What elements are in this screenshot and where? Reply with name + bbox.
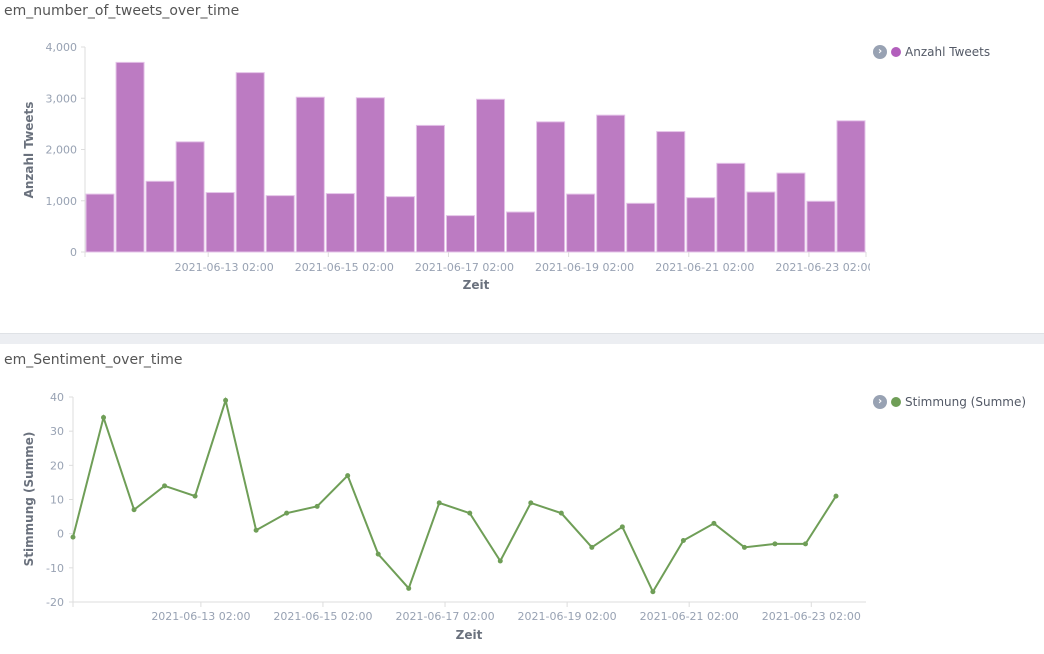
legend-toggle-icon[interactable]: › bbox=[873, 395, 887, 409]
x-axis-title: Zeit bbox=[456, 628, 483, 642]
panel-divider bbox=[0, 333, 1044, 344]
data-point bbox=[589, 544, 595, 550]
x-tick-label: 2021-06-21 02:00 bbox=[655, 261, 754, 274]
legend-color-dot bbox=[891, 47, 901, 57]
bar bbox=[325, 193, 355, 253]
legend-color-dot bbox=[891, 397, 901, 407]
bar bbox=[385, 196, 415, 253]
bar bbox=[746, 191, 776, 253]
data-point bbox=[741, 544, 747, 550]
y-tick-label: 0 bbox=[70, 246, 77, 259]
data-point bbox=[314, 503, 320, 509]
y-tick-label: 0 bbox=[57, 528, 64, 541]
data-point bbox=[101, 415, 107, 420]
sentiment-line-chart: -20 -10 0 10 20 30 40 2021-06-13 02:00 2021-06-1… bbox=[22, 391, 866, 642]
bar bbox=[205, 192, 235, 253]
bar bbox=[536, 121, 566, 253]
bar bbox=[506, 211, 536, 253]
y-tick-label: 40 bbox=[50, 391, 64, 404]
bar bbox=[686, 197, 716, 253]
tweets-bar-chart: 0 1,000 2,000 3,000 4,000 2021-06-13 02:00 202… bbox=[22, 41, 870, 292]
data-point bbox=[467, 510, 473, 516]
data-point bbox=[680, 538, 686, 543]
y-tick-label: 20 bbox=[50, 459, 64, 472]
bar bbox=[265, 195, 295, 253]
bar bbox=[806, 200, 836, 253]
data-point bbox=[131, 507, 137, 513]
bar bbox=[175, 141, 205, 253]
data-point bbox=[833, 493, 839, 499]
data-point bbox=[345, 473, 351, 479]
data-point bbox=[802, 541, 808, 547]
data-point bbox=[375, 551, 381, 557]
x-tick-label: 2021-06-15 02:00 bbox=[273, 610, 372, 623]
bar bbox=[85, 193, 115, 253]
bar bbox=[145, 180, 175, 253]
x-tick-label: 2021-06-23 02:00 bbox=[775, 261, 870, 274]
line-chart-title: em_Sentiment_over_time bbox=[4, 352, 183, 368]
data-point bbox=[528, 500, 534, 506]
sentiment-line bbox=[72, 396, 837, 594]
y-tick-label: -20 bbox=[46, 596, 64, 609]
x-tick-label: 2021-06-19 02:00 bbox=[535, 261, 634, 274]
bar bbox=[115, 61, 145, 253]
data-point bbox=[436, 500, 442, 506]
data-point bbox=[711, 520, 717, 526]
y-tick-label: 4,000 bbox=[46, 41, 78, 54]
bar bbox=[415, 124, 445, 253]
x-tick-label: 2021-06-21 02:00 bbox=[640, 610, 739, 623]
legend-label[interactable]: Stimmung (Summe) bbox=[905, 395, 1027, 409]
bar bbox=[566, 193, 596, 253]
y-tick-label: 10 bbox=[50, 494, 64, 507]
data-point bbox=[650, 589, 656, 595]
bar-legend[interactable]: › Anzahl Tweets bbox=[873, 45, 990, 59]
x-tick-label: 2021-06-19 02:00 bbox=[518, 610, 617, 623]
bar bbox=[596, 114, 626, 253]
y-axis-title: Stimmung (Summe) bbox=[22, 432, 36, 567]
bar bbox=[445, 215, 476, 253]
y-tick-label: 30 bbox=[50, 425, 64, 438]
data-point bbox=[619, 524, 625, 530]
x-tick-label: 2021-06-15 02:00 bbox=[295, 261, 394, 274]
bar-chart-title: em_number_of_tweets_over_time bbox=[4, 3, 240, 19]
data-point bbox=[497, 558, 503, 564]
y-tick-label: 2,000 bbox=[46, 144, 78, 157]
data-point bbox=[192, 493, 198, 499]
y-axis-title: Anzahl Tweets bbox=[22, 102, 36, 199]
bar bbox=[355, 97, 385, 253]
data-point bbox=[253, 527, 259, 533]
data-point bbox=[223, 397, 229, 403]
x-tick-label: 2021-06-17 02:00 bbox=[415, 261, 514, 274]
x-tick-label: 2021-06-13 02:00 bbox=[151, 610, 250, 623]
legend-toggle-icon[interactable]: › bbox=[873, 45, 887, 59]
bar bbox=[776, 172, 806, 253]
bar bbox=[476, 98, 506, 253]
bar bbox=[836, 120, 866, 253]
legend-label[interactable]: Anzahl Tweets bbox=[905, 45, 991, 59]
x-tick-label: 2021-06-23 02:00 bbox=[762, 610, 861, 623]
y-tick-label: -10 bbox=[46, 562, 64, 575]
bar bbox=[295, 96, 325, 253]
bar bbox=[716, 162, 746, 253]
x-tick-label: 2021-06-13 02:00 bbox=[175, 261, 274, 274]
data-point bbox=[558, 510, 564, 516]
data-point bbox=[162, 483, 168, 489]
bar bbox=[656, 131, 686, 253]
y-tick-label: 3,000 bbox=[46, 92, 78, 105]
x-axis-title: Zeit bbox=[463, 278, 490, 292]
bar bbox=[626, 202, 656, 253]
line-legend[interactable]: › Stimmung (Summe) bbox=[873, 395, 1026, 409]
data-point bbox=[284, 510, 290, 516]
y-tick-label: 1,000 bbox=[46, 195, 78, 208]
data-point bbox=[70, 534, 76, 540]
bar bbox=[235, 72, 265, 253]
data-point bbox=[772, 541, 778, 547]
x-tick-label: 2021-06-17 02:00 bbox=[395, 610, 494, 623]
data-point bbox=[406, 585, 412, 591]
